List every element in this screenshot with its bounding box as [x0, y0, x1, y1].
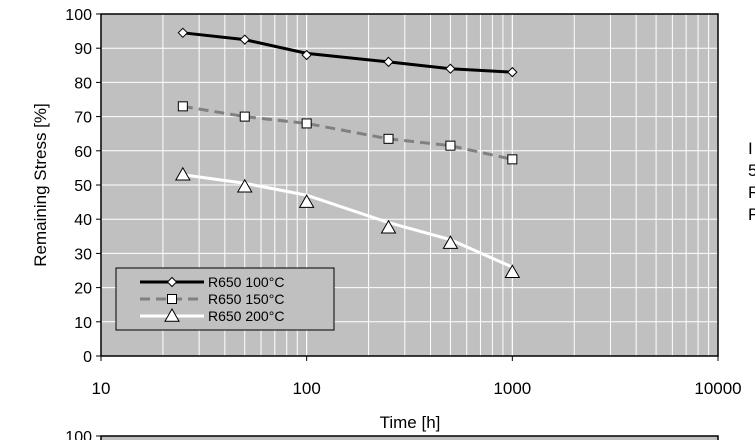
y-tick-label: 60 [74, 144, 92, 161]
x-tick-label: 1000 [493, 379, 531, 398]
data-point-diamond [507, 66, 518, 78]
legend-label: R650 200°C [208, 308, 284, 324]
data-point-triangle [442, 235, 459, 249]
y-tick-label: 80 [74, 75, 92, 92]
x-tick-label: 10 [92, 379, 111, 398]
y-tick-label: 20 [74, 281, 92, 298]
y-tick-label: 30 [74, 246, 92, 263]
y-tick-label: 10 [74, 315, 92, 332]
legend-marker-square [167, 294, 177, 304]
y-axis-label: Remaining Stress [%] [31, 103, 50, 266]
series-diamond [177, 27, 518, 78]
side-text-2: 5 [748, 161, 755, 180]
legend-label: R650 150°C [208, 291, 284, 307]
legend-label: R650 100°C [208, 274, 284, 290]
data-point-triangle [504, 264, 521, 278]
series-triangle [174, 166, 521, 278]
y-tick-label: 90 [74, 41, 92, 58]
data-point-square [301, 118, 312, 129]
data-point-triangle [380, 219, 397, 234]
y-tick-label: 50 [74, 178, 92, 195]
data-point-triangle [298, 194, 315, 208]
data-point-square [507, 154, 518, 165]
x-tick-label: 100 [292, 379, 320, 398]
side-text-3: F [748, 183, 755, 202]
x-axis-label: Time [h] [380, 413, 441, 432]
legend-box [115, 267, 335, 331]
y-tick-label: 40 [74, 212, 92, 229]
grid [100, 13, 719, 357]
data-point-square [445, 140, 456, 151]
side-text-4: F [748, 205, 755, 224]
data-point-square [177, 101, 188, 112]
y-tick-label: 70 [74, 110, 92, 127]
data-point-diamond [239, 34, 250, 45]
second-chart-plot-area [100, 435, 719, 440]
series-square [177, 101, 518, 165]
data-point-diamond [177, 27, 189, 39]
y-tick-label: 0 [83, 349, 92, 366]
side-text-1: I [748, 139, 753, 158]
data-point-diamond [445, 63, 456, 74]
series-line [182, 104, 513, 161]
second-chart-y-tick-label: 100 [65, 429, 92, 440]
data-point-diamond [383, 56, 394, 68]
legend-marker-triangle [164, 307, 180, 322]
x-tick-label: 10000 [694, 379, 741, 398]
second-chart: 100 [65, 429, 719, 440]
legend-marker-diamond [166, 276, 178, 288]
series-line [182, 173, 513, 269]
data-point-diamond [301, 49, 312, 61]
series-line [182, 31, 513, 74]
data-point-square [239, 111, 250, 122]
data-point-square [383, 133, 394, 144]
data-point-triangle [236, 178, 253, 193]
data-point-triangle [174, 166, 191, 181]
y-tick-label: 100 [65, 7, 92, 24]
